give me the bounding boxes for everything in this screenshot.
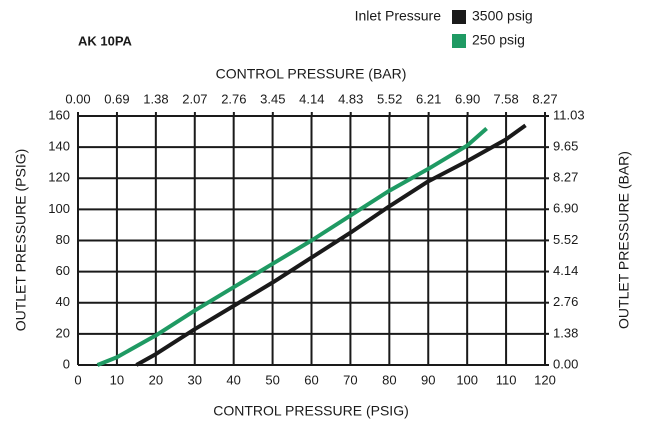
x2-tick-label: 3.45 <box>260 91 285 106</box>
y2-tick-label: 8.27 <box>553 170 578 185</box>
x-tick-label: 0 <box>74 372 81 387</box>
legend-label: 3500 psig <box>472 8 533 24</box>
y2-tick-label: 5.52 <box>553 232 578 247</box>
y2-tick-label: 6.90 <box>553 201 578 216</box>
x-tick-label: 40 <box>226 372 240 387</box>
x2-tick-label: 6.90 <box>455 91 480 106</box>
y2-tick-label: 2.76 <box>553 294 578 309</box>
x-tick-label: 30 <box>188 372 202 387</box>
y-tick-label: 140 <box>48 139 70 154</box>
x2-tick-label: 5.52 <box>377 91 402 106</box>
x2-tick-label: 2.07 <box>182 91 207 106</box>
x-tick-label: 110 <box>496 372 517 387</box>
x-axis-label: CONTROL PRESSURE (PSIG) <box>213 403 409 419</box>
y-axis-label: OUTLET PRESSURE (PSIG) <box>13 149 29 332</box>
y2-tick-label: 1.38 <box>553 325 578 340</box>
x2-tick-label: 4.83 <box>338 91 363 106</box>
series-line <box>96 126 488 367</box>
y2-tick-label: 11.03 <box>553 107 585 122</box>
y2-axis-label: OUTLET PRESSURE (BAR) <box>616 151 632 329</box>
legend-label: 250 psig <box>472 32 525 48</box>
chart-title: AK 10PA <box>78 33 133 48</box>
legend-swatch <box>452 10 466 24</box>
x-tick-label: 60 <box>304 372 318 387</box>
y-tick-label: 80 <box>56 232 70 247</box>
x-tick-label: 50 <box>265 372 279 387</box>
series-line <box>135 123 527 367</box>
y-tick-label: 160 <box>48 107 70 122</box>
x2-tick-label: 2.76 <box>221 91 246 106</box>
x-tick-label: 100 <box>456 372 478 387</box>
y-tick-label: 40 <box>56 294 70 309</box>
legend-title: Inlet Pressure <box>355 8 442 24</box>
x2-axis-label: CONTROL PRESSURE (BAR) <box>216 66 407 82</box>
x2-tick-label: 7.58 <box>493 91 518 106</box>
x-tick-label: 90 <box>421 372 435 387</box>
x-tick-label: 80 <box>382 372 396 387</box>
x2-tick-label: 1.38 <box>143 91 168 106</box>
x2-tick-label: 8.27 <box>532 91 557 106</box>
x-tick-label: 20 <box>149 372 163 387</box>
y2-tick-label: 9.65 <box>553 139 578 154</box>
legend-swatch <box>452 34 466 48</box>
y2-tick-label: 4.14 <box>553 263 578 278</box>
x2-tick-label: 0.00 <box>65 91 90 106</box>
x2-tick-label: 4.14 <box>299 91 324 106</box>
y-tick-label: 0 <box>63 356 70 371</box>
y-tick-label: 60 <box>56 263 70 278</box>
y2-tick-label: 0.00 <box>553 356 578 371</box>
y-tick-label: 20 <box>56 325 70 340</box>
x-tick-label: 10 <box>110 372 124 387</box>
x-tick-label: 70 <box>343 372 357 387</box>
x2-tick-label: 0.69 <box>104 91 129 106</box>
x2-tick-label: 6.21 <box>416 91 441 106</box>
x-tick-label: 120 <box>534 372 556 387</box>
y-tick-label: 100 <box>48 201 70 216</box>
y-tick-label: 120 <box>48 170 70 185</box>
